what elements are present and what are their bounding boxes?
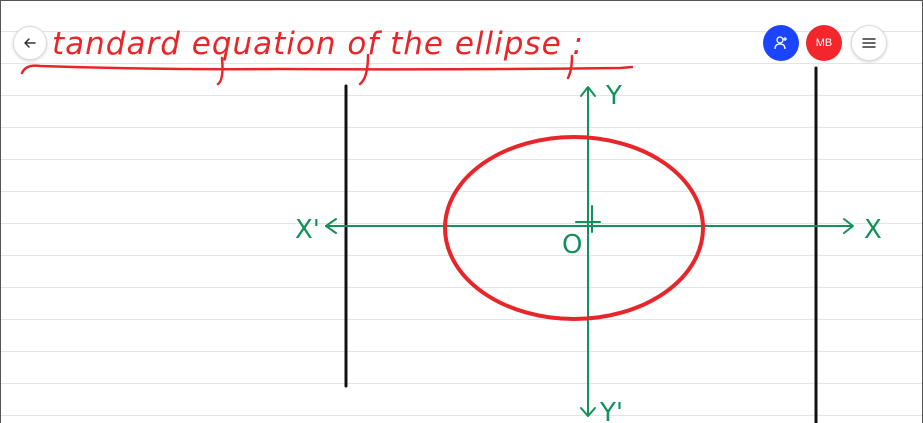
y-axis-arrow-bottom <box>580 407 596 417</box>
frame-border-left <box>0 0 1 423</box>
title-underline-descender-p <box>566 54 574 80</box>
title-underline <box>20 64 634 75</box>
main-menu-button[interactable] <box>851 25 887 61</box>
avatar-initials: MB <box>815 37 833 49</box>
label-x-positive: X <box>864 215 882 245</box>
ellipse-curve <box>443 135 705 321</box>
y-axis-arrow-top <box>580 86 596 97</box>
label-x-negative: X' <box>295 215 320 245</box>
frame-border-top <box>0 0 923 1</box>
label-y-positive: Y <box>605 81 622 111</box>
label-y-negative: Y' <box>599 398 623 423</box>
arrow-left-icon <box>24 38 36 48</box>
title-underline-descender-q <box>216 56 224 86</box>
invite-collaborator-button[interactable] <box>763 25 799 61</box>
add-user-icon <box>774 36 787 50</box>
x-axis-arrow-left <box>325 218 337 234</box>
origin-ticks <box>575 205 601 233</box>
handwritten-title: tandard equation of the ellipse : <box>52 26 584 62</box>
user-avatar-button[interactable]: MB <box>806 25 842 61</box>
hamburger-menu-icon <box>862 38 876 48</box>
label-origin: O <box>562 230 582 260</box>
back-button[interactable] <box>13 26 47 60</box>
x-axis-arrow-right <box>843 218 854 234</box>
title-underline-descender-f <box>358 53 370 86</box>
